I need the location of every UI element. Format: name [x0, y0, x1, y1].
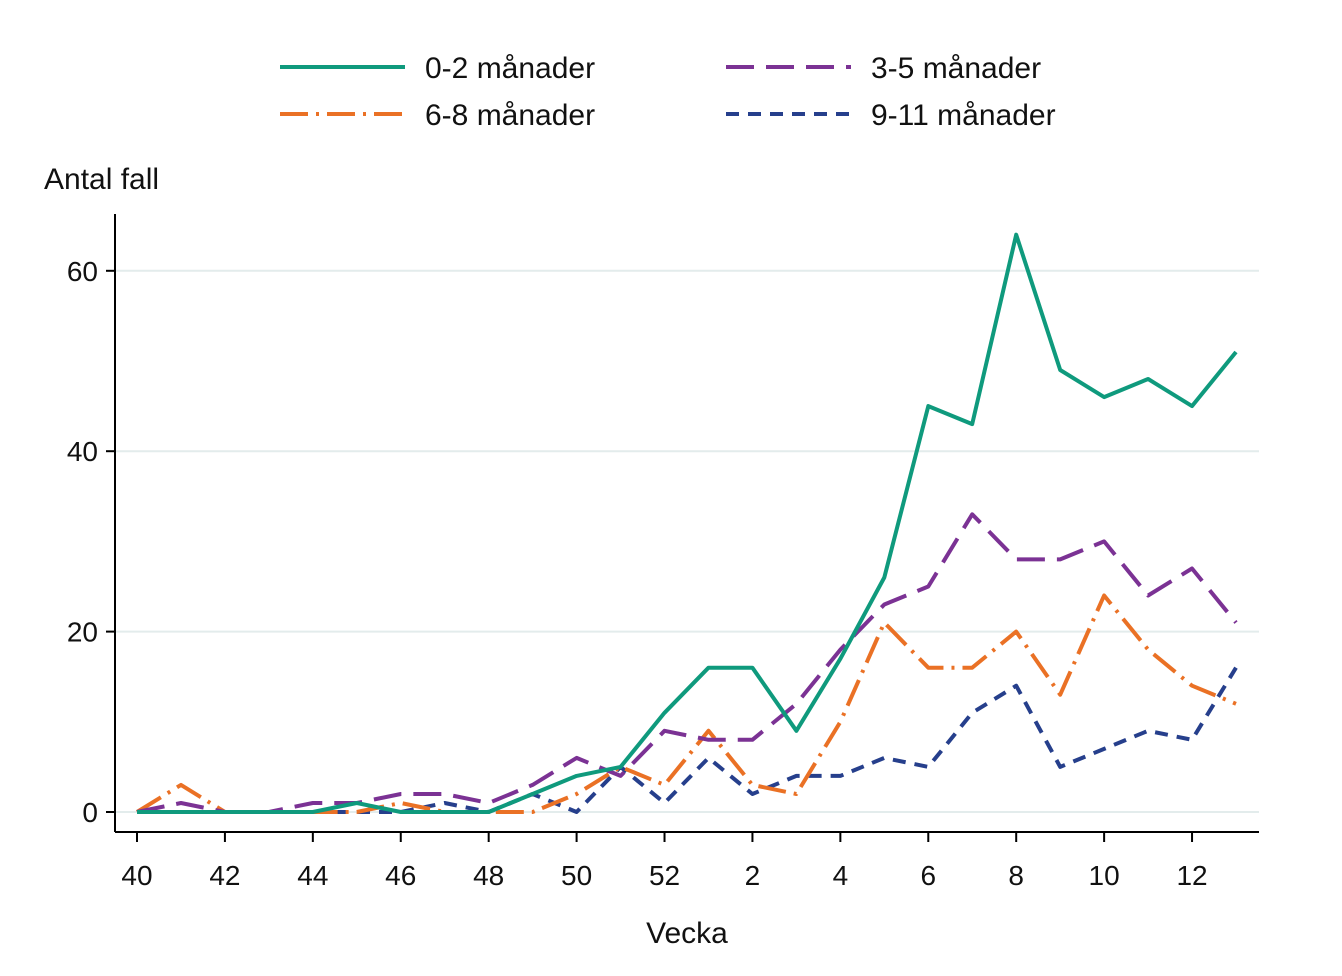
x-tick-label-4: 4 [833, 860, 849, 891]
series-lines [135, 232, 1238, 814]
x-tick-label-8: 8 [1008, 860, 1024, 891]
series-line-3-5-manader [136, 512, 1238, 814]
x-tick-label-48: 48 [473, 860, 504, 891]
x-tick-label-50: 50 [561, 860, 592, 891]
legend-label-3-5-manader: 3-5 månader [871, 52, 1041, 85]
y-axis-title: Antal fall [44, 163, 159, 196]
x-ticks: 40 42 44 46 48 50 52 2 4 6 8 10 12 [121, 832, 1208, 891]
axes [114, 214, 1259, 833]
y-tick-label-20: 20 [67, 617, 98, 648]
legend-label-6-8-manader: 6-8 månader [425, 99, 595, 132]
x-tick-label-46: 46 [385, 860, 416, 891]
y-tick-label-0: 0 [82, 797, 98, 828]
x-tick-label-40: 40 [121, 860, 152, 891]
x-tick-label-10: 10 [1089, 860, 1120, 891]
y-tick-label-60: 60 [67, 256, 98, 287]
x-tick-label-12: 12 [1176, 860, 1207, 891]
x-tick-label-42: 42 [209, 860, 240, 891]
x-tick-label-2: 2 [745, 860, 761, 891]
x-axis-title: Vecka [646, 917, 728, 950]
legend-label-0-2-manader: 0-2 månader [425, 52, 595, 85]
y-ticks: 0 20 40 60 [67, 256, 115, 828]
y-tick-label-40: 40 [67, 436, 98, 467]
legend-label-9-11-manader: 9-11 månader [871, 99, 1056, 132]
x-tick-label-44: 44 [297, 860, 328, 891]
x-tick-label-52: 52 [649, 860, 680, 891]
gridlines [115, 269, 1259, 813]
legend: 0-2 månader 3-5 månader 6-8 månader 9-11… [280, 52, 1056, 132]
x-tick-label-6: 6 [920, 860, 936, 891]
series-line-0-2-manader [137, 232, 1238, 814]
